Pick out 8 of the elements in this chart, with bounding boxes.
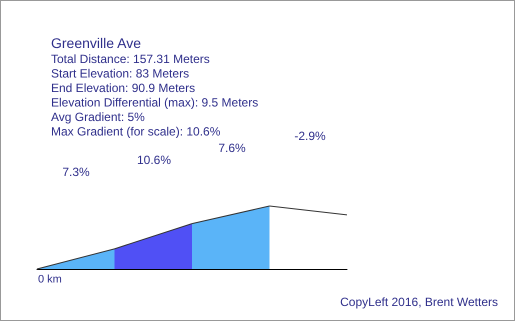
- text: 0 km: [38, 274, 62, 286]
- text: 10.6%: [136, 153, 172, 167]
- text: 7.3%: [62, 165, 90, 179]
- text: -2.9%: [294, 129, 326, 143]
- text: CopyLeft 2016, Brent Wetters: [340, 295, 498, 309]
- text: 7.6%: [218, 141, 246, 155]
- chart-subtitle: Total Distance: 157.31 Meters Start Elevation: 83 Meters End Elevation: 90.9 Meters Elevation Differential (max): 9.5 Meters Avg Gradient: 5% Max Gradient (for scale): 10.6%: [51, 52, 258, 138]
- chart-title: Greenville Ave: [51, 35, 142, 51]
